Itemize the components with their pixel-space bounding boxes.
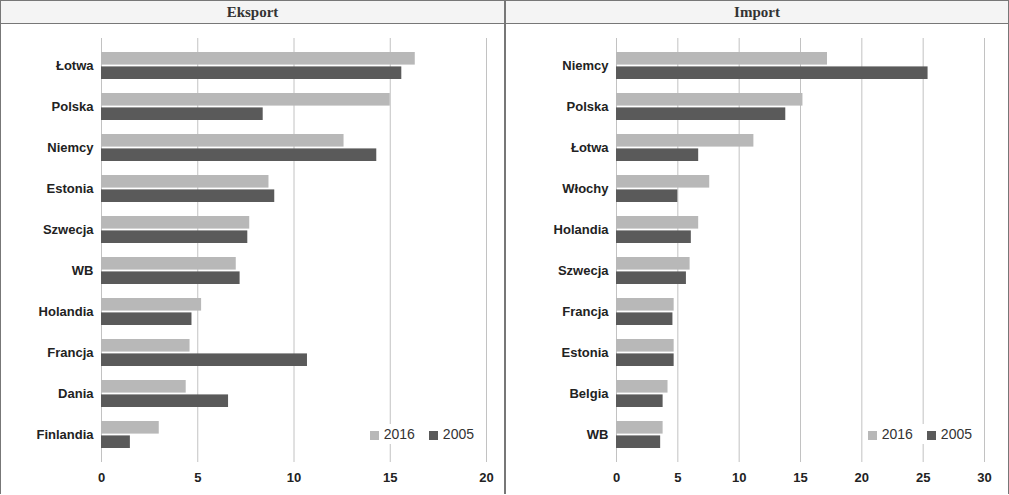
svg-text:0: 0: [613, 470, 620, 485]
svg-text:25: 25: [916, 470, 930, 485]
svg-text:20: 20: [479, 470, 493, 485]
svg-text:15: 15: [383, 470, 397, 485]
svg-text:Francja: Francja: [562, 304, 609, 319]
svg-text:20: 20: [855, 470, 869, 485]
svg-text:Szwecja: Szwecja: [43, 222, 94, 237]
svg-text:Estonia: Estonia: [562, 345, 610, 360]
html-text:2016: 2016: [383, 426, 415, 442]
svg-text:Holandia: Holandia: [39, 304, 95, 319]
svg-text:Finlandia: Finlandia: [36, 427, 94, 442]
html-text:Eksport: Eksport: [226, 4, 279, 20]
svg-text:Włochy: Włochy: [562, 181, 609, 196]
svg-text:5: 5: [194, 470, 201, 485]
svg-text:Niemcy: Niemcy: [47, 140, 94, 155]
svg-text:Szwecja: Szwecja: [558, 263, 609, 278]
html-text:2005: 2005: [442, 426, 474, 442]
svg-text:Francja: Francja: [47, 345, 94, 360]
svg-text:10: 10: [732, 470, 746, 485]
svg-text:Łotwa: Łotwa: [56, 58, 94, 73]
svg-text:Estonia: Estonia: [47, 181, 95, 196]
html-text:2005: 2005: [940, 426, 972, 442]
svg-text:0: 0: [98, 470, 105, 485]
svg-text:WB: WB: [587, 427, 609, 442]
svg-text:Polska: Polska: [52, 99, 95, 114]
svg-text:15: 15: [793, 470, 807, 485]
svg-text:Łotwa: Łotwa: [571, 140, 609, 155]
html-text:Import: Import: [734, 4, 780, 20]
svg-text:Polska: Polska: [567, 99, 610, 114]
svg-text:Holandia: Holandia: [554, 222, 610, 237]
svg-text:Niemcy: Niemcy: [562, 58, 609, 73]
svg-text:10: 10: [287, 470, 301, 485]
svg-text:30: 30: [977, 470, 991, 485]
svg-text:Dania: Dania: [58, 386, 94, 401]
svg-text:WB: WB: [72, 263, 94, 278]
svg-text:5: 5: [674, 470, 681, 485]
html-text:2016: 2016: [881, 426, 913, 442]
svg-text:Belgia: Belgia: [569, 386, 609, 401]
